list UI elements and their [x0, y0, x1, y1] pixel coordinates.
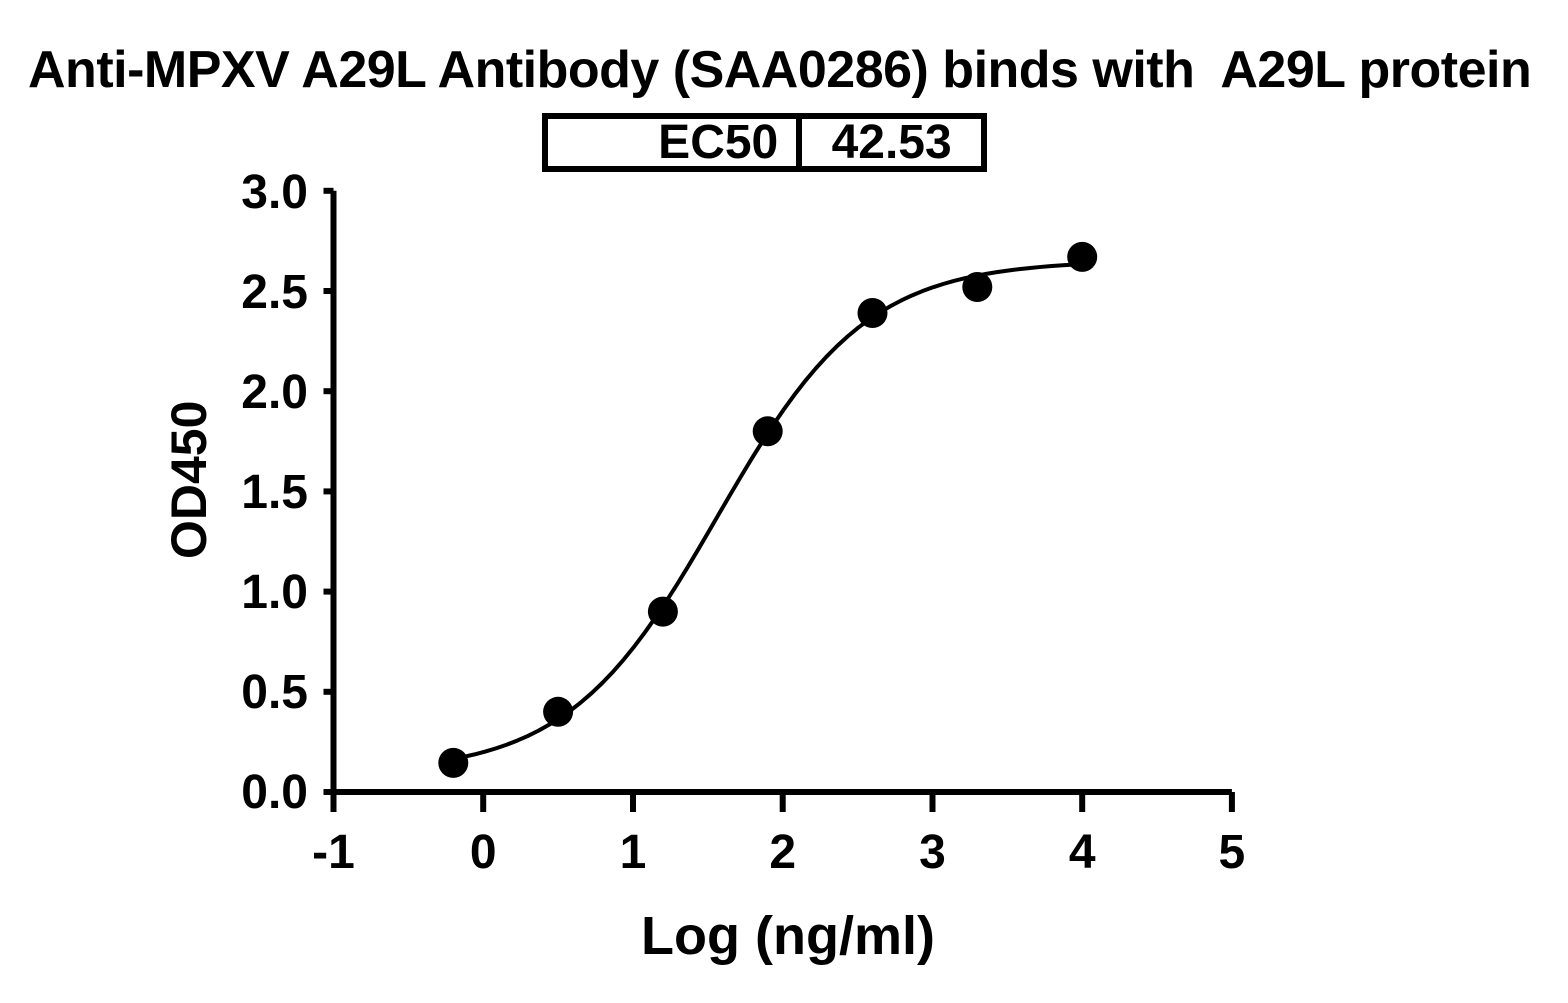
svg-text:2.0: 2.0: [241, 366, 308, 419]
svg-text:1: 1: [620, 826, 647, 879]
svg-text:1.5: 1.5: [241, 466, 308, 519]
svg-text:-1: -1: [312, 826, 355, 879]
svg-text:2: 2: [769, 826, 796, 879]
svg-text:0.5: 0.5: [241, 666, 308, 719]
svg-text:3: 3: [919, 826, 946, 879]
svg-text:2.5: 2.5: [241, 266, 308, 319]
svg-text:1.0: 1.0: [241, 566, 308, 619]
svg-text:4: 4: [1069, 826, 1096, 879]
svg-text:3.0: 3.0: [241, 166, 308, 219]
svg-text:0: 0: [470, 826, 497, 879]
svg-text:5: 5: [1219, 826, 1246, 879]
svg-text:0.0: 0.0: [241, 766, 308, 819]
